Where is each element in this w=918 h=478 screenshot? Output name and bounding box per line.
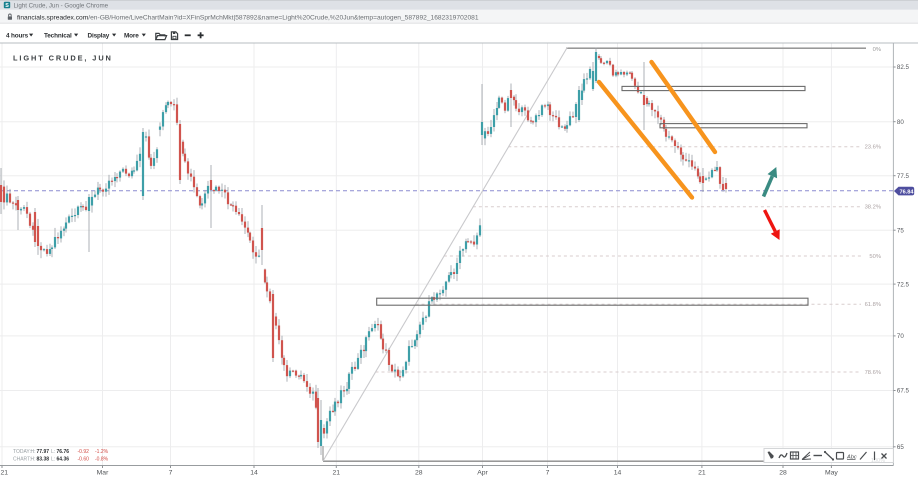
svg-text:Light Crude, Jun - Google Chro: Light Crude, Jun - Google Chrome [14, 2, 109, 9]
svg-text:Display: Display [88, 33, 110, 40]
svg-text:100%: 100% [871, 458, 885, 464]
svg-text:67.5: 67.5 [897, 388, 910, 395]
svg-text:82.5: 82.5 [897, 64, 910, 71]
svg-text:H:: H: [31, 457, 36, 463]
svg-text:TODAY:: TODAY: [13, 449, 31, 455]
svg-text:Abc: Abc [846, 455, 857, 461]
svg-text:70: 70 [897, 333, 904, 340]
svg-text:23.6%: 23.6% [865, 145, 881, 151]
svg-text:-0.92: -0.92 [78, 449, 90, 455]
svg-text:Apr: Apr [477, 470, 488, 477]
svg-text:More: More [124, 33, 139, 40]
svg-text:78.6%: 78.6% [865, 370, 881, 376]
svg-text:H:: H: [31, 449, 36, 455]
svg-text:64.36: 64.36 [57, 457, 70, 463]
svg-text:7: 7 [169, 470, 173, 477]
svg-text:4 hours: 4 hours [6, 33, 29, 40]
svg-text:CHART:: CHART: [13, 457, 31, 463]
svg-text:May: May [825, 470, 838, 477]
svg-text:7: 7 [546, 470, 550, 477]
svg-text:L:: L: [51, 457, 55, 463]
svg-text:L:: L: [51, 449, 55, 455]
svg-text:65: 65 [897, 444, 904, 451]
svg-text:21: 21 [333, 470, 341, 477]
svg-text:72.5: 72.5 [897, 281, 910, 288]
svg-text:75: 75 [897, 227, 904, 234]
svg-text:-0.8%: -0.8% [95, 457, 109, 463]
svg-text:Technical: Technical [44, 33, 72, 40]
svg-text:76.76: 76.76 [57, 449, 70, 455]
svg-text:Mar: Mar [97, 470, 109, 477]
svg-text:77.5: 77.5 [897, 173, 910, 180]
svg-text:28: 28 [415, 470, 423, 477]
svg-text:-1.2%: -1.2% [95, 449, 109, 455]
svg-text:21: 21 [1, 470, 9, 477]
svg-text:76.84: 76.84 [900, 189, 915, 195]
svg-text:80: 80 [897, 119, 904, 126]
svg-text:-0.60: -0.60 [78, 457, 90, 463]
svg-text:0%: 0% [873, 47, 881, 53]
svg-text:financials.spreadex.com/en-GB/: financials.spreadex.com/en-GB/Home/LiveC… [17, 14, 479, 21]
svg-text:21: 21 [698, 470, 706, 477]
svg-text:S: S [5, 3, 9, 9]
svg-text:50%: 50% [869, 254, 881, 260]
svg-text:28: 28 [779, 470, 787, 477]
svg-text:83.38: 83.38 [37, 457, 50, 463]
svg-text:LIGHT CRUDE, JUN: LIGHT CRUDE, JUN [13, 53, 113, 62]
svg-text:61.8%: 61.8% [865, 302, 881, 308]
svg-text:38.2%: 38.2% [865, 205, 881, 211]
svg-text:14: 14 [250, 470, 258, 477]
svg-text:77.97: 77.97 [37, 449, 50, 455]
svg-text:14: 14 [614, 470, 622, 477]
